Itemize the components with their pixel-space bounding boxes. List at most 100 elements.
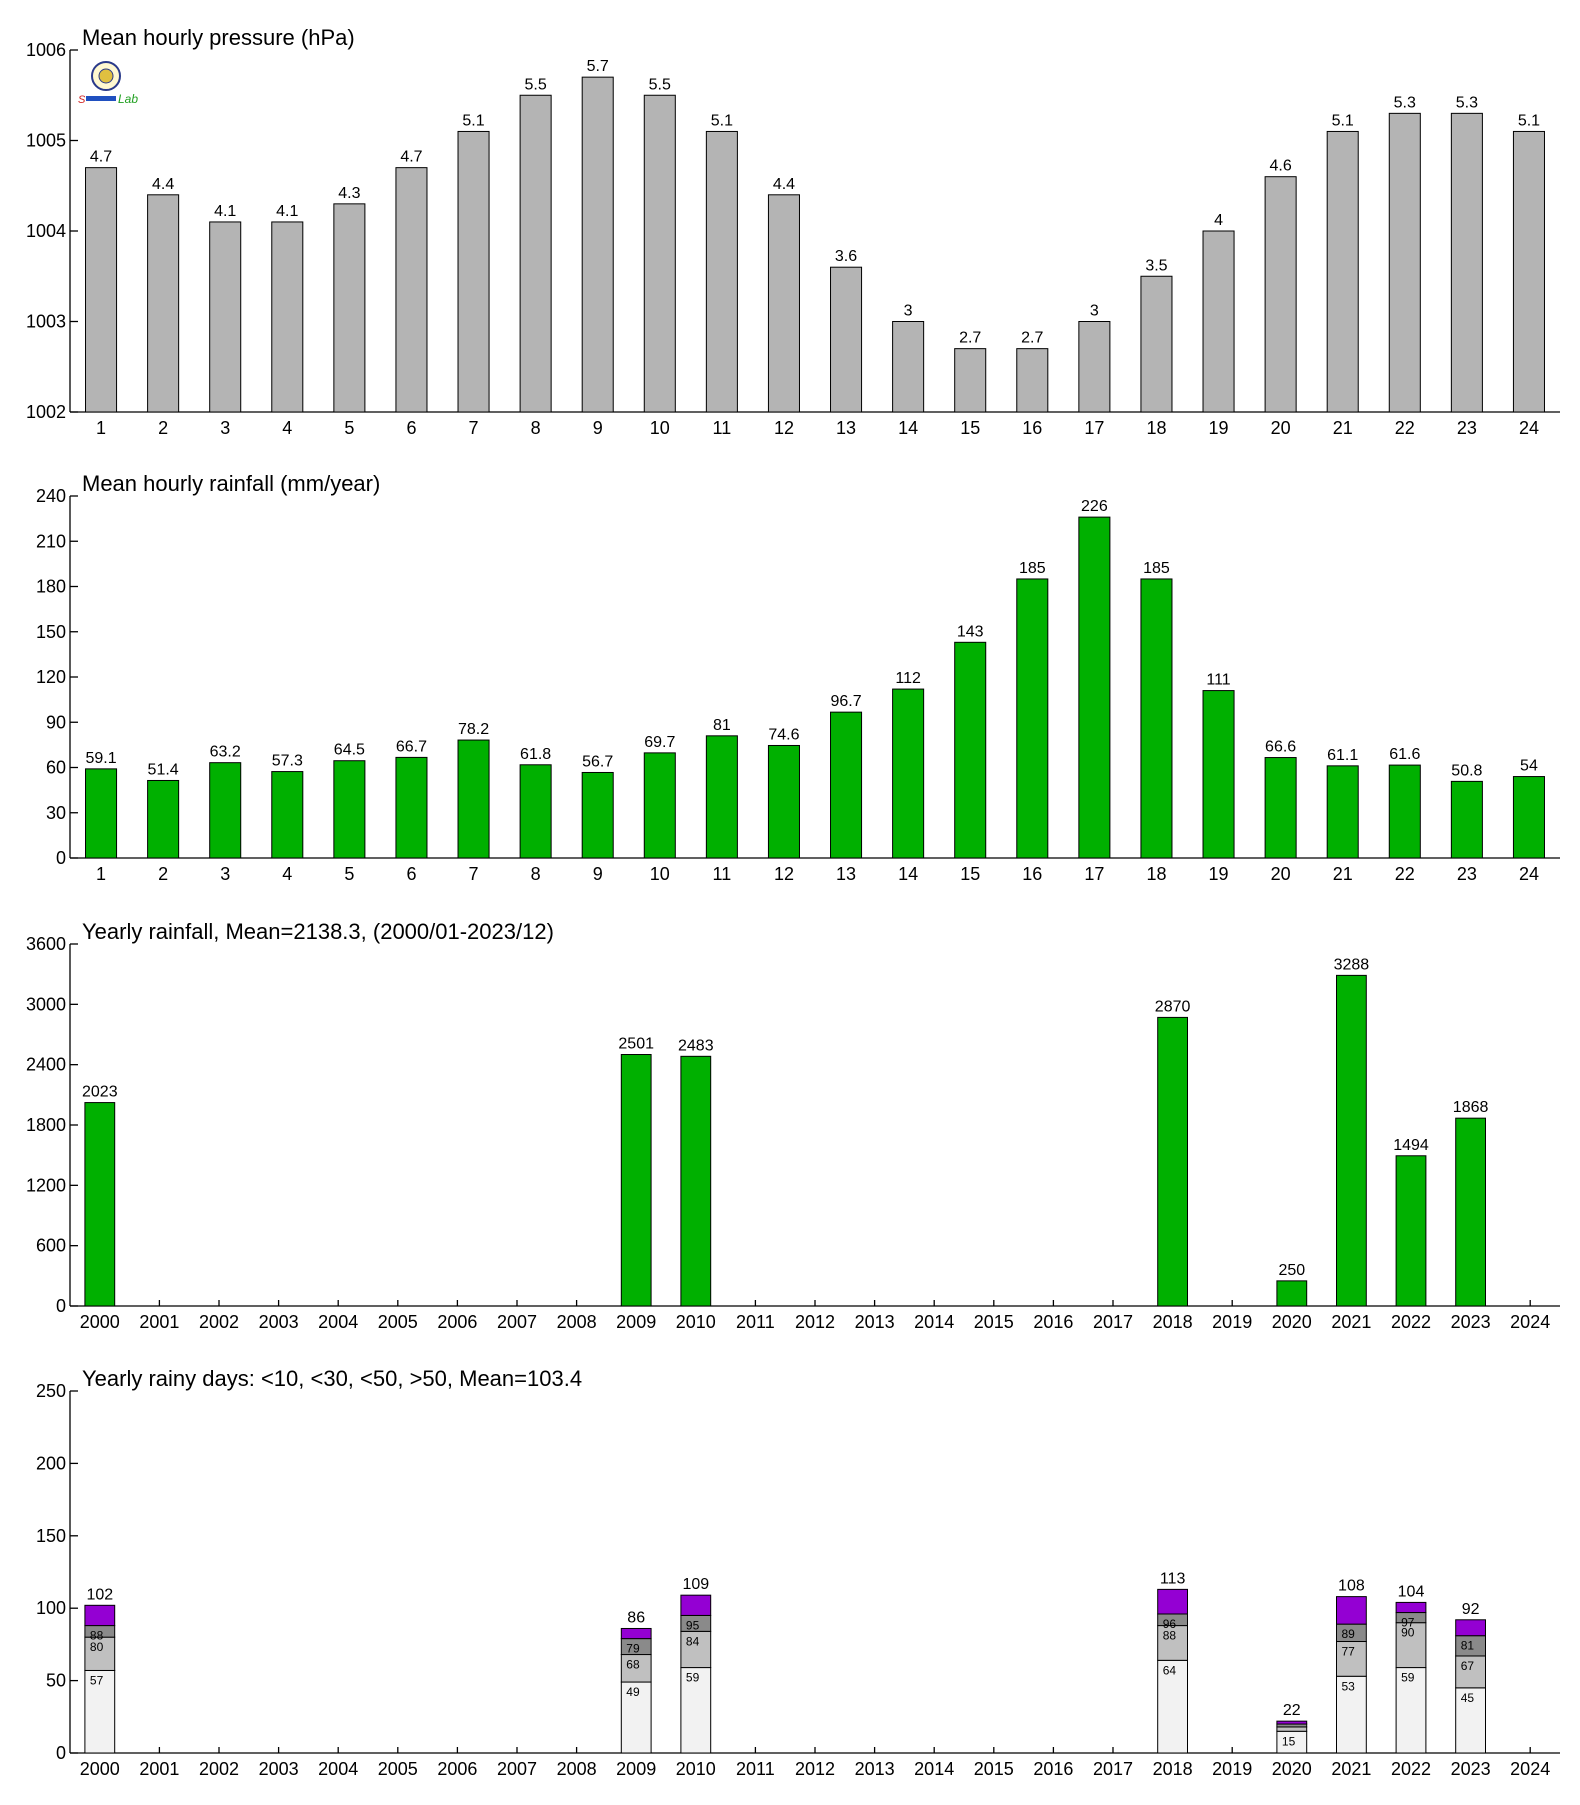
x-tick-label: 2022	[1391, 1312, 1431, 1332]
x-tick-label: 21	[1333, 418, 1353, 438]
segment-value-label: 45	[1461, 1691, 1475, 1705]
x-tick-label: 4	[282, 864, 292, 884]
x-tick-label: 2008	[557, 1312, 597, 1332]
x-tick-label: 3	[220, 418, 230, 438]
bar	[1276, 1280, 1308, 1307]
bar-value-label: 2.7	[1021, 330, 1043, 347]
x-tick-label: 17	[1084, 418, 1104, 438]
x-tick-label: 12	[774, 418, 794, 438]
bar-total-label: 92	[1462, 1601, 1480, 1618]
x-tick-label: 2006	[437, 1312, 477, 1332]
x-tick-label: 22	[1395, 864, 1415, 884]
y-tick-label: 600	[36, 1236, 66, 1256]
bar	[830, 711, 863, 859]
x-tick-label: 11	[713, 418, 732, 438]
bar	[892, 688, 925, 859]
bar-value-label: 59.1	[85, 750, 116, 767]
x-tick-label: 2009	[616, 1759, 656, 1779]
y-tick-label: 1003	[26, 312, 66, 332]
y-tick-label: 150	[36, 622, 66, 642]
bar-value-label: 226	[1081, 498, 1108, 515]
y-tick-label: 1004	[26, 221, 66, 241]
x-tick-label: 2017	[1093, 1312, 1133, 1332]
x-tick-label: 2015	[974, 1759, 1014, 1779]
bar-value-label: 5.3	[1394, 94, 1416, 111]
x-tick-label: 19	[1209, 864, 1229, 884]
bar	[1202, 690, 1235, 859]
bar-total-label: 22	[1283, 1702, 1301, 1719]
bar	[1450, 780, 1483, 859]
x-tick-label: 2024	[1510, 1759, 1550, 1779]
bar-value-label: 81	[713, 717, 731, 734]
bar	[954, 348, 987, 413]
x-tick-label: 1	[96, 418, 106, 438]
bar-segment-lt30	[680, 1630, 712, 1669]
x-tick-label: 2023	[1451, 1312, 1491, 1332]
bar-segment-lt10	[680, 1667, 712, 1754]
x-tick-label: 23	[1457, 418, 1477, 438]
bar	[85, 167, 118, 413]
x-tick-label: 2014	[914, 1759, 954, 1779]
x-tick-label: 13	[836, 418, 856, 438]
bar	[1326, 130, 1359, 413]
bar-value-label: 2023	[82, 1084, 118, 1101]
bar-value-label: 61.6	[1389, 746, 1420, 763]
x-tick-label: 2003	[259, 1312, 299, 1332]
y-tick-label: 150	[36, 1526, 66, 1546]
x-tick-label: 8	[531, 864, 541, 884]
bar-segment-lt10	[1157, 1659, 1188, 1754]
bar-value-label: 5.1	[462, 112, 484, 129]
x-tick-label: 20	[1271, 864, 1291, 884]
bar	[1264, 757, 1297, 859]
bar	[767, 744, 800, 859]
x-tick-label: 12	[774, 864, 794, 884]
bar	[1395, 1155, 1427, 1307]
bar	[1078, 321, 1111, 413]
bar-segment-lt10	[84, 1669, 116, 1754]
x-tick-label: 19	[1209, 418, 1229, 438]
chart-title: Yearly rainy days: <10, <30, <50, >50, M…	[82, 1366, 582, 1391]
bar-segment-gt50	[1395, 1601, 1427, 1614]
segment-value-label: 88	[1163, 1629, 1177, 1643]
chart-title: Mean hourly pressure (hPa)	[82, 25, 355, 50]
x-tick-label: 22	[1395, 418, 1415, 438]
x-tick-label: 4	[282, 418, 292, 438]
bar-value-label: 3	[904, 303, 913, 320]
x-tick-label: 17	[1084, 864, 1104, 884]
bar	[271, 221, 304, 413]
x-tick-label: 2009	[616, 1312, 656, 1332]
bar-total-label: 86	[627, 1609, 645, 1626]
bar	[830, 266, 863, 413]
bar-value-label: 5.1	[1518, 112, 1540, 129]
bar-value-label: 3.6	[835, 248, 857, 265]
bar-segment-gt50	[1276, 1720, 1308, 1725]
bar-value-label: 50.8	[1451, 762, 1482, 779]
segment-value-label: 97	[1401, 1616, 1415, 1630]
y-tick-label: 180	[36, 577, 66, 597]
bar	[209, 221, 242, 413]
y-tick-label: 3600	[26, 934, 66, 954]
bar-segment-lt10	[1395, 1667, 1427, 1754]
x-tick-label: 9	[593, 418, 603, 438]
bar-value-label: 4.7	[400, 149, 422, 166]
segment-value-label: 49	[626, 1685, 640, 1699]
bar	[1016, 578, 1049, 859]
x-tick-label: 16	[1022, 864, 1042, 884]
chart-panel-4: Yearly rainy days: <10, <30, <50, >50, M…	[36, 1366, 1560, 1779]
bar	[84, 1102, 116, 1307]
bar-value-label: 96.7	[830, 693, 861, 710]
x-tick-label: 2014	[914, 1312, 954, 1332]
segment-value-label: 89	[1342, 1627, 1356, 1641]
segment-value-label: 81	[1461, 1639, 1475, 1653]
chart-title: Mean hourly rainfall (mm/year)	[82, 471, 380, 496]
x-tick-label: 2004	[318, 1759, 358, 1779]
x-tick-label: 2008	[557, 1759, 597, 1779]
x-tick-label: 2015	[974, 1312, 1014, 1332]
bar-value-label: 5.7	[587, 58, 609, 75]
bar	[620, 1054, 652, 1307]
x-tick-label: 2013	[855, 1759, 895, 1779]
bar	[581, 76, 614, 413]
x-tick-label: 2017	[1093, 1759, 1133, 1779]
bar-value-label: 4.3	[338, 185, 360, 202]
